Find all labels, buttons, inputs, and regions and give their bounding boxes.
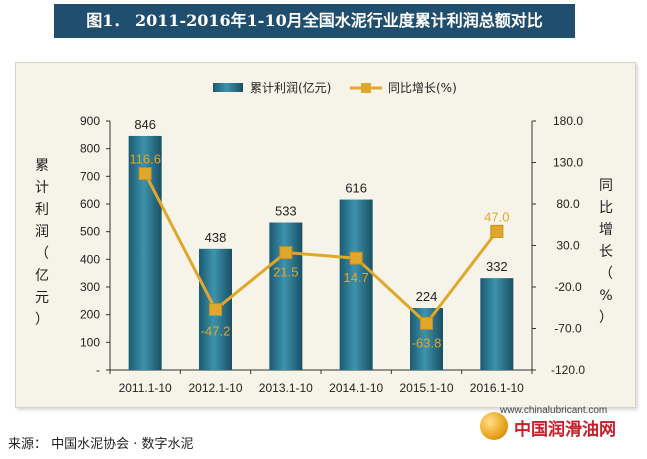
- x-tick-label: 2012.1-10: [188, 381, 242, 395]
- logo-text: 中国润滑油网: [514, 420, 616, 440]
- y2-tick-label: -20.0: [554, 280, 582, 294]
- bar-value-label: 846: [134, 117, 156, 132]
- y2-axis-title-char: 长: [599, 244, 613, 260]
- x-tick-label: 2013.1-10: [259, 381, 313, 395]
- y2-axis-title-char: ）: [599, 310, 613, 326]
- y2-axis-title-char: 比: [599, 200, 613, 216]
- y-tick-label: 900: [80, 114, 100, 128]
- x-tick-label: 2011.1-10: [119, 381, 172, 395]
- bar-value-label: 332: [486, 259, 508, 274]
- growth-value-label: -47.2: [201, 324, 231, 339]
- growth-point: [420, 316, 433, 330]
- y-axis-title-char: 累: [35, 158, 49, 174]
- y2-tick-label: -120.0: [551, 363, 585, 377]
- bar-value-label: 438: [205, 230, 227, 245]
- x-tick-label: 2016.1-10: [470, 381, 524, 395]
- growth-point: [138, 167, 152, 181]
- bar: [269, 222, 303, 370]
- source-note: 来源： 中国水泥协会 · 数字水泥: [8, 437, 194, 452]
- chart-title: 图1． 2011-2016年1-10月全国水泥行业度累计利润总额对比: [54, 4, 575, 38]
- legend-bar-label: 累计利润(亿元): [250, 80, 331, 95]
- growth-line: [143, 172, 499, 326]
- x-tick-label: 2014.1-10: [329, 381, 383, 395]
- y-tick-label: 800: [80, 142, 100, 156]
- growth-value-label: 116.6: [129, 152, 161, 167]
- growth-point: [349, 251, 363, 265]
- growth-value-label: 47.0: [484, 209, 509, 224]
- bar-value-label: 616: [345, 181, 367, 196]
- y2-axis-title-char: %: [599, 288, 612, 304]
- y-tick-label: 600: [80, 197, 100, 211]
- y-axis-title-char: ）: [35, 312, 49, 328]
- y-axis-title-char: （: [35, 246, 49, 262]
- y2-tick-label: -70.0: [554, 322, 582, 336]
- y-tick-label: -: [96, 363, 100, 377]
- y-tick-label: 500: [80, 225, 100, 239]
- y2-axis-title-char: （: [599, 266, 613, 282]
- legend-bar-swatch: [213, 83, 243, 92]
- y2-tick-label: 180.0: [553, 114, 583, 128]
- y2-axis-title-char: 同: [599, 178, 613, 194]
- site-url: www.chinalubricant.com: [500, 405, 608, 416]
- y-tick-label: 400: [80, 252, 100, 266]
- bar: [339, 199, 373, 370]
- growth-value-label: -63.8: [412, 335, 442, 350]
- y-axis-title-char: 润: [35, 224, 49, 240]
- y-axis-title-char: 计: [35, 180, 49, 196]
- bar: [480, 278, 514, 370]
- growth-point: [490, 224, 504, 238]
- y2-tick-label: 80.0: [556, 197, 580, 211]
- y-tick-label: 300: [80, 280, 100, 294]
- y2-axis-title-char: 增: [599, 222, 613, 238]
- y2-tick-label: 130.0: [553, 156, 583, 170]
- bar-value-label: 533: [275, 204, 297, 219]
- y2-tick-label: 30.0: [556, 239, 580, 253]
- logo-icon: [480, 412, 508, 440]
- y-tick-label: 200: [80, 308, 100, 322]
- legend-line-label: 同比增长(%): [388, 81, 457, 95]
- growth-point: [279, 246, 293, 260]
- x-tick-label: 2015.1-10: [399, 381, 453, 395]
- y-tick-label: 700: [80, 169, 100, 183]
- y-axis-title-char: 元: [35, 290, 49, 306]
- growth-value-label: 14.7: [344, 270, 369, 285]
- growth-point: [209, 303, 222, 317]
- growth-value-label: 21.5: [273, 265, 298, 280]
- y-axis-title-char: 亿: [35, 268, 49, 284]
- logo: 中国润滑油网: [480, 412, 640, 442]
- bar-value-label: 224: [416, 289, 438, 304]
- legend-line-marker: [361, 83, 371, 93]
- y-tick-label: 100: [80, 335, 100, 349]
- y-axis-title-char: 利: [35, 202, 49, 218]
